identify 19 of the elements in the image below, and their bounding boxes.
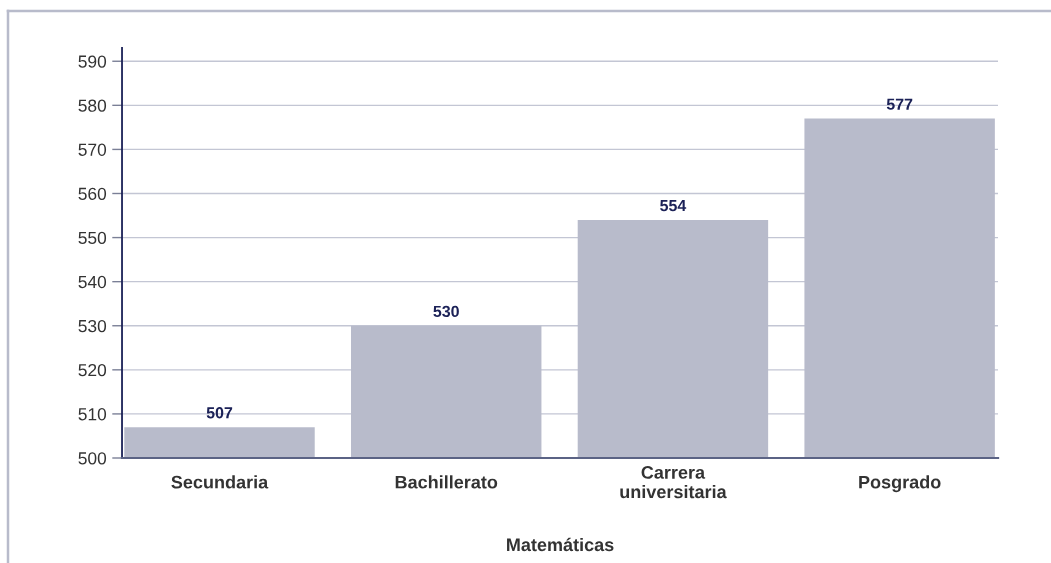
y-tick-label: 500 — [78, 452, 107, 465]
y-tick-label: 570 — [78, 143, 107, 156]
x-tick-label: Bachillerato — [395, 475, 498, 489]
x-tick-label: Carrera universitaria — [620, 466, 727, 499]
y-tick-label: 560 — [78, 187, 107, 200]
y-tick-label: 590 — [78, 55, 107, 68]
y-tick-label: 530 — [78, 319, 107, 333]
y-tick-label: 550 — [78, 231, 107, 245]
x-tick-label: Secundaria — [171, 475, 269, 489]
data-label: 577 — [886, 98, 913, 110]
x-tick-label: Posgrado — [859, 475, 941, 493]
data-label: 530 — [433, 305, 459, 318]
x-axis-title: Matemáticas — [507, 537, 614, 552]
y-tick-label: 510 — [78, 408, 107, 421]
data-label: 554 — [660, 200, 687, 212]
y-tick-label: 540 — [78, 275, 107, 289]
y-tick-label: 520 — [78, 364, 107, 377]
data-label: 507 — [206, 407, 233, 419]
y-tick-label: 580 — [78, 99, 107, 112]
